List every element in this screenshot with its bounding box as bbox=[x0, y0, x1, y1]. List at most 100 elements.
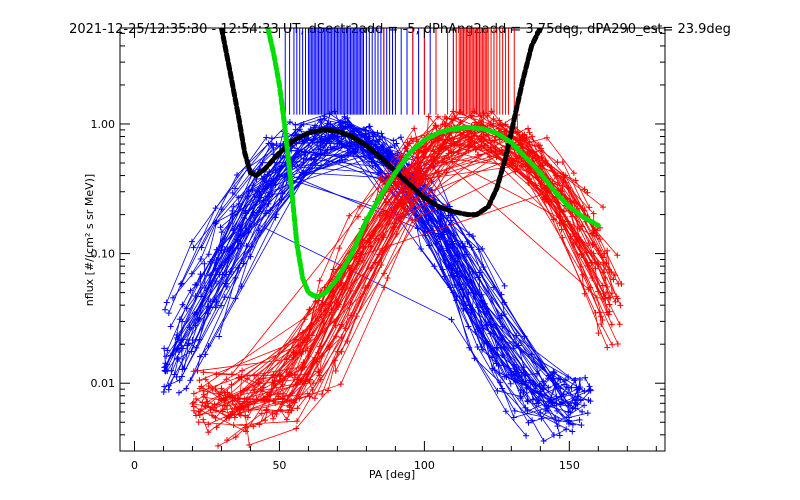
data-point-blue_series bbox=[576, 416, 583, 423]
data-point-red_series bbox=[612, 298, 619, 305]
data-point-red_series bbox=[448, 140, 455, 147]
data-point-blue_series bbox=[192, 281, 199, 288]
data-point-blue_series bbox=[245, 229, 252, 236]
data-point-red_series bbox=[310, 380, 317, 387]
data-point-blue_series bbox=[587, 386, 594, 393]
data-point-blue_series bbox=[269, 191, 276, 198]
data-point-red_series bbox=[357, 250, 364, 257]
data-point-blue_series bbox=[213, 218, 220, 225]
data-point-blue_series bbox=[231, 185, 238, 192]
data-point-blue_series bbox=[163, 353, 170, 360]
data-point-red_series bbox=[559, 158, 566, 165]
data-point-red_series bbox=[593, 227, 600, 234]
data-point-red_series bbox=[598, 321, 605, 328]
data-point-red_series bbox=[198, 383, 205, 390]
data-point-blue_series bbox=[263, 134, 270, 141]
data-point-red_series bbox=[425, 113, 432, 120]
data-point-blue_series bbox=[507, 380, 514, 387]
data-point-blue_series bbox=[445, 212, 452, 219]
data-point-blue_series bbox=[262, 185, 269, 192]
data-point-red_series bbox=[432, 159, 439, 166]
data-point-red_series bbox=[442, 113, 449, 120]
data-point-blue_series bbox=[577, 397, 584, 404]
data-point-blue_series bbox=[510, 414, 517, 421]
data-point-red_series bbox=[432, 123, 439, 130]
data-point-red_series bbox=[302, 376, 309, 383]
data-point-blue_series bbox=[502, 408, 509, 415]
data-point-blue_series bbox=[171, 371, 178, 378]
data-point-blue_series bbox=[207, 258, 214, 265]
data-point-blue_series bbox=[327, 144, 334, 151]
data-point-blue_series bbox=[515, 373, 522, 380]
data-point-blue_series bbox=[578, 422, 585, 429]
data-point-blue_series bbox=[338, 122, 345, 129]
data-point-blue_series bbox=[523, 432, 530, 439]
data-point-red_series bbox=[190, 368, 197, 375]
data-point-red_series bbox=[234, 406, 241, 413]
data-point-red_series bbox=[232, 434, 239, 441]
data-point-blue_series bbox=[307, 155, 314, 162]
data-curve-blue_series bbox=[168, 113, 539, 403]
data-curve-red_series bbox=[244, 144, 610, 446]
data-point-blue_series bbox=[551, 369, 558, 376]
data-point-blue_series bbox=[501, 282, 508, 289]
data-point-red_series bbox=[306, 323, 313, 330]
data-point-red_series bbox=[599, 282, 606, 289]
data-point-blue_series bbox=[572, 400, 579, 407]
data-point-red_series bbox=[526, 129, 533, 136]
data-point-blue_series bbox=[222, 280, 229, 287]
data-point-red_series bbox=[215, 442, 222, 449]
data-point-blue_series bbox=[314, 139, 321, 146]
data-point-blue_series bbox=[569, 428, 576, 435]
data-curve-red_series bbox=[300, 156, 586, 382]
data-point-blue_series bbox=[359, 132, 366, 139]
data-point-blue_series bbox=[448, 316, 455, 323]
data-point-red_series bbox=[288, 407, 295, 414]
data-point-red_series bbox=[600, 204, 607, 211]
data-point-blue_series bbox=[178, 342, 185, 349]
data-point-red_series bbox=[204, 398, 211, 405]
data-point-red_series bbox=[242, 424, 249, 431]
data-point-blue_series bbox=[279, 190, 286, 197]
data-point-red_series bbox=[605, 311, 612, 318]
data-point-blue_series bbox=[216, 333, 223, 340]
data-point-red_series bbox=[497, 121, 504, 128]
data-point-red_series bbox=[294, 418, 301, 425]
data-point-red_series bbox=[219, 406, 226, 413]
x-tick-label: 0 bbox=[131, 459, 138, 472]
data-point-red_series bbox=[244, 375, 251, 382]
data-point-blue_series bbox=[195, 316, 202, 323]
y-tick-label: 0.10 bbox=[91, 248, 116, 261]
data-point-blue_series bbox=[186, 324, 193, 331]
data-point-blue_series bbox=[493, 360, 500, 367]
data-point-red_series bbox=[279, 381, 286, 388]
data-point-red_series bbox=[260, 375, 267, 382]
data-point-blue_series bbox=[450, 289, 457, 296]
data-point-blue_series bbox=[213, 298, 220, 305]
data-curve-blue_series bbox=[193, 127, 514, 349]
data-point-blue_series bbox=[440, 231, 447, 238]
data-point-blue_series bbox=[350, 125, 357, 132]
data-point-red_series bbox=[258, 410, 265, 417]
data-point-red_series bbox=[449, 158, 456, 165]
data-point-red_series bbox=[311, 395, 318, 402]
data-point-blue_series bbox=[557, 400, 564, 407]
data-point-blue_series bbox=[270, 144, 277, 151]
data-point-red_series bbox=[590, 229, 597, 236]
data-point-blue_series bbox=[247, 253, 254, 260]
data-point-blue_series bbox=[265, 140, 272, 147]
data-curve-red_series bbox=[215, 131, 601, 410]
data-point-red_series bbox=[604, 344, 611, 351]
data-point-red_series bbox=[614, 295, 621, 302]
data-curve-blue_series bbox=[182, 143, 576, 424]
data-point-blue_series bbox=[468, 244, 475, 251]
data-point-red_series bbox=[285, 409, 292, 416]
data-point-red_series bbox=[451, 112, 458, 119]
data-point-red_series bbox=[617, 302, 624, 309]
data-point-blue_series bbox=[360, 149, 367, 156]
data-point-red_series bbox=[448, 116, 455, 123]
data-point-red_series bbox=[231, 414, 238, 421]
data-point-blue_series bbox=[218, 229, 225, 236]
data-point-blue_series bbox=[176, 377, 183, 384]
data-point-red_series bbox=[273, 411, 280, 418]
